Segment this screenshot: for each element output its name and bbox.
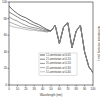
x-tick-label: 90: [83, 87, 87, 91]
series-line: [9, 22, 93, 73]
y-tick: [8, 18, 10, 19]
series-line: [9, 6, 93, 72]
legend-swatch: [40, 71, 45, 72]
y-tick: [8, 35, 10, 36]
x-tick-label: 40: [41, 87, 45, 91]
legend-box: [39, 53, 77, 76]
y-tick-label: 100: [2, 0, 7, 4]
y-tick-label: 60: [4, 33, 8, 37]
x-tick-label: 0: [8, 87, 10, 91]
legend-label: 5 Lorentzian at 0.40: [46, 70, 71, 74]
series-group: [9, 6, 93, 72]
legend-swatch: [40, 55, 45, 56]
x-axis-label: Wavelength (nm): [40, 93, 63, 97]
legend-swatch: [40, 63, 45, 64]
legend-swatch: [40, 59, 45, 60]
y-tick: [8, 2, 10, 3]
series-line: [9, 17, 93, 73]
plot-frame: [9, 2, 93, 85]
chart: 0102030405060708090100020406080100Wavele…: [0, 0, 100, 99]
y-tick: [8, 85, 10, 86]
x-tick-label: 100: [90, 87, 95, 91]
y-tick-label: 20: [4, 66, 8, 70]
y-axis-label: Normalized intensity (a.u.): [97, 26, 100, 61]
series-line: [9, 12, 93, 73]
y-tick: [8, 68, 10, 69]
x-tick-label: 60: [58, 87, 62, 91]
y-tick: [8, 51, 10, 52]
legend-swatch: [40, 67, 45, 68]
y-tick-label: 0: [5, 83, 7, 87]
x-tick-label: 50: [49, 87, 53, 91]
x-tick-label: 30: [33, 87, 37, 91]
series-line: [9, 23, 93, 73]
x-tick-label: 70: [66, 87, 70, 91]
x-tick-label: 20: [24, 87, 28, 91]
x-tick-label: 10: [16, 87, 20, 91]
x-tick-label: 80: [75, 87, 79, 91]
y-tick-label: 80: [4, 17, 8, 21]
y-tick-label: 40: [4, 50, 8, 54]
